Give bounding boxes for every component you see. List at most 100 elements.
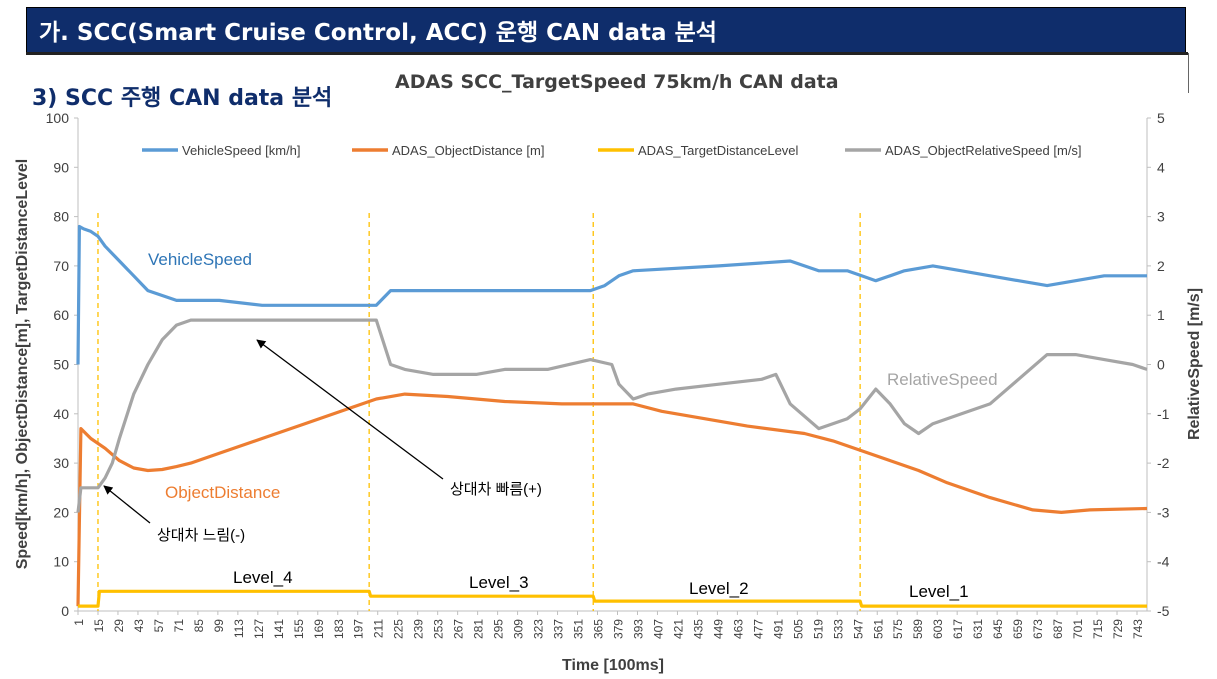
x-tick-label: 15 [92, 619, 106, 633]
x-tick-label: 561 [871, 619, 885, 639]
x-tick-label: 701 [1071, 619, 1085, 639]
x-tick-label: 449 [711, 619, 725, 639]
y2-tick-label: -1 [1157, 406, 1170, 422]
relative-fast-annotation: 상대차 빠름(+) [450, 481, 542, 498]
x-tick-label: 575 [891, 619, 905, 639]
x-tick-label: 1 [72, 619, 86, 626]
x-tick-label: 617 [951, 619, 965, 639]
target-distance-level-line [78, 589, 1147, 608]
x-tick-label: 365 [592, 619, 606, 639]
x-tick-label: 113 [232, 619, 246, 638]
relative-fast-arrow [256, 339, 444, 480]
x-tick-label: 743 [1131, 619, 1145, 639]
y-tick-label: 30 [53, 455, 69, 471]
y2-tick-label: 1 [1157, 307, 1165, 323]
x-tick-label: 323 [532, 619, 546, 639]
y2-tick-label: -4 [1157, 554, 1170, 570]
x-tick-label: 379 [611, 619, 625, 639]
y-tick-label: 90 [53, 159, 69, 175]
frame-divider [1188, 53, 1189, 93]
level-3-label: Level_3 [469, 573, 529, 592]
x-axis-title: Time [100ms] [562, 657, 664, 674]
x-tick-label: 155 [292, 619, 306, 639]
x-tick-label: 197 [352, 619, 366, 639]
banner-title: 가. SCC(Smart Cruise Control, ACC) 운행 CAN… [39, 20, 717, 46]
x-tick-label: 267 [452, 619, 466, 639]
x-tick-label: 631 [971, 619, 985, 639]
x-tick-label: 435 [691, 619, 705, 639]
x-tick-label: 85 [192, 619, 206, 633]
x-tick-label: 225 [392, 619, 406, 639]
x-tick-label: 729 [1111, 619, 1125, 639]
x-tick-label: 519 [811, 619, 825, 639]
x-tick-label: 505 [791, 619, 805, 639]
x-tick-label: 211 [372, 619, 386, 638]
y2-tick-label: -2 [1157, 455, 1170, 471]
x-tick-label: 29 [112, 619, 126, 633]
x-tick-label: 141 [272, 619, 286, 639]
relative-slow-annotation: 상대차 느림(-) [157, 527, 245, 544]
y-tick-label: 100 [46, 110, 70, 126]
x-tick-label: 715 [1091, 619, 1105, 639]
relative-slow-arrow [103, 485, 151, 524]
x-tick-label: 421 [671, 619, 685, 639]
x-tick-label: 351 [572, 619, 586, 639]
y-tick-label: 20 [53, 504, 69, 520]
x-tick-label: 687 [1051, 619, 1065, 639]
x-tick-label: 71 [172, 619, 186, 633]
relative-speed-line [76, 318, 1148, 513]
vehicle-speed-label: VehicleSpeed [148, 250, 252, 269]
object-distance-label: ObjectDistance [165, 483, 280, 502]
x-tick-label: 603 [931, 619, 945, 639]
x-tick-label: 43 [132, 619, 146, 633]
level-4-label: Level_4 [233, 568, 293, 587]
x-tick-label: 659 [1011, 619, 1025, 639]
y-tick-label: 50 [53, 357, 69, 373]
x-tick-label: 127 [252, 619, 266, 639]
x-tick-label: 253 [432, 619, 446, 639]
y2-tick-label: 5 [1157, 110, 1165, 126]
x-tick-label: 337 [552, 619, 566, 639]
x-tick-label: 645 [991, 619, 1005, 639]
legend-label: VehicleSpeed [km/h] [182, 143, 301, 158]
x-tick-label: 589 [911, 619, 925, 639]
chart-title: ADAS SCC_TargetSpeed 75km/h CAN data [395, 71, 839, 93]
y2-tick-label: 4 [1157, 159, 1165, 175]
vehicle-speed-line [76, 224, 1147, 365]
x-tick-label: 309 [512, 619, 526, 639]
x-tick-label: 393 [631, 619, 645, 639]
y-tick-label: 70 [53, 258, 69, 274]
x-tick-label: 183 [332, 619, 346, 639]
section-title: 3) SCC 주행 CAN data 분석 [32, 86, 333, 111]
object-distance-line [76, 392, 1148, 607]
x-tick-label: 281 [472, 619, 486, 639]
y2-tick-label: -3 [1157, 504, 1170, 520]
level-1-label: Level_1 [909, 582, 969, 601]
relative-speed-label: RelativeSpeed [887, 370, 998, 389]
y-tick-label: 60 [53, 307, 69, 323]
y-tick-label: 0 [61, 603, 69, 619]
y2-tick-label: -5 [1157, 603, 1170, 619]
x-tick-label: 547 [851, 619, 865, 639]
banner-shadow [26, 52, 1188, 55]
y2-tick-label: 0 [1157, 357, 1165, 373]
level-2-label: Level_2 [689, 579, 749, 598]
x-tick-label: 239 [412, 619, 426, 639]
y-tick-label: 80 [53, 209, 69, 225]
x-tick-label: 491 [771, 619, 785, 639]
x-tick-label: 477 [751, 619, 765, 639]
legend-label: ADAS_ObjectRelativeSpeed [m/s] [885, 143, 1082, 158]
y2-tick-label: 3 [1157, 209, 1165, 225]
y-tick-label: 10 [53, 554, 69, 570]
x-tick-label: 533 [831, 619, 845, 639]
legend-label: ADAS_ObjectDistance [m] [392, 143, 544, 158]
x-tick-label: 295 [492, 619, 506, 639]
y2-tick-label: 2 [1157, 258, 1165, 274]
x-tick-label: 463 [731, 619, 745, 639]
legend-label: ADAS_TargetDistanceLevel [638, 143, 799, 158]
x-tick-label: 407 [651, 619, 665, 639]
x-tick-label: 99 [212, 619, 226, 633]
y-tick-label: 40 [53, 406, 69, 422]
y2-axis-title: RelativeSpeed [m/s] [1186, 288, 1203, 440]
